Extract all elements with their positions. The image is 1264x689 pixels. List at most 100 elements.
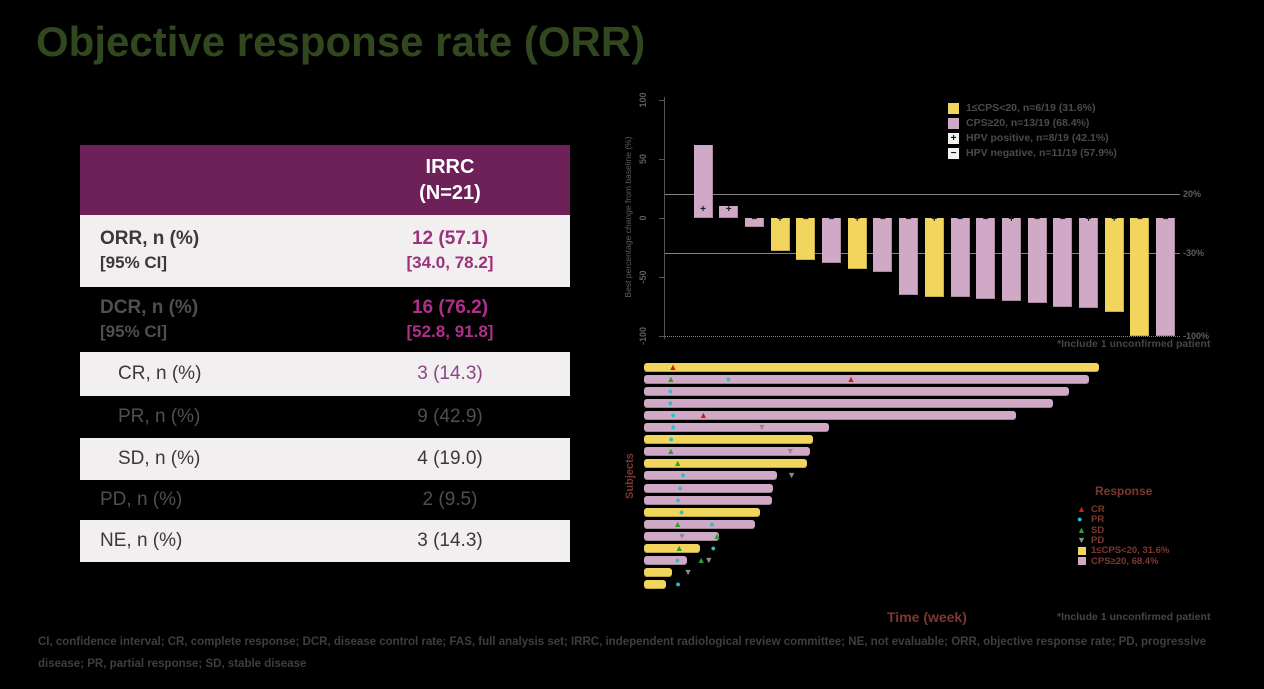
- row-label: DCR, n (%) [95% CI]: [80, 296, 330, 344]
- hpv-negative-marker: −: [1059, 214, 1066, 225]
- swimmer-bar: [644, 375, 1090, 385]
- response-marker-pd: ▼: [683, 566, 693, 577]
- waterfall-ref-line-label: -30%: [1183, 248, 1205, 259]
- waterfall-legend-item: + HPV positive, n=8/19 (42.1%): [948, 132, 1248, 147]
- table-row: CR, n (%) 3 (14.3): [80, 352, 570, 396]
- response-marker-pr: ●: [675, 494, 681, 505]
- response-marker-sd: ▲: [666, 446, 676, 457]
- table-row: ORR, n (%) [95% CI] 12 (57.1) [34.0, 78.2]: [80, 215, 570, 287]
- row-value-text: 9 (42.9): [417, 406, 483, 427]
- footer-line-2: disease; PR, partial response; SD, stabl…: [38, 658, 307, 670]
- waterfall-bar: [976, 218, 996, 300]
- response-marker-sd: ▲: [666, 374, 676, 385]
- waterfall-y-tick-label: -50: [638, 270, 648, 284]
- swimmer-legend-title: Response: [1095, 484, 1153, 498]
- waterfall-legend-item: − HPV negative, n=11/19 (57.9%): [948, 147, 1248, 162]
- swimmer-legend-label: PR: [1091, 514, 1105, 526]
- waterfall-bar: [1104, 218, 1124, 313]
- row-value: 4 (19.0): [330, 447, 570, 471]
- row-label-text: CR, n (%): [118, 363, 202, 384]
- hpv-negative-marker: −: [751, 214, 758, 225]
- swimmer-bar: [644, 435, 814, 445]
- swimmer-bar: [644, 579, 667, 589]
- table-header-irrc: IRRC (N=21): [330, 145, 570, 215]
- row-value: 12 (57.1) [34.0, 78.2]: [330, 227, 570, 275]
- row-value: 9 (42.9): [330, 405, 570, 429]
- waterfall-ref-line-label: 20%: [1183, 189, 1202, 200]
- row-label-text: PD, n (%): [100, 489, 183, 510]
- row-label-text: NE, n (%): [100, 530, 183, 551]
- response-marker-pr: ●: [725, 374, 732, 385]
- response-marker-pr: ●: [668, 434, 674, 445]
- response-marker-sd: ▲: [696, 554, 706, 565]
- waterfall-bar: [770, 218, 790, 252]
- waterfall-y-axis-label: Best percentage change from baseline (%): [623, 136, 633, 298]
- waterfall-bar: [873, 218, 893, 273]
- hpv-negative-marker: −: [1034, 214, 1041, 225]
- response-marker-pd: ▼: [677, 530, 687, 541]
- hpv-positive-marker: +: [931, 214, 938, 225]
- swimmer-legend-marker-pr: ●: [1077, 514, 1083, 525]
- legend-swatch-cps-lt20: [948, 103, 959, 114]
- hpv-positive-marker: +: [1008, 214, 1015, 225]
- waterfall-footnote: *Include 1 unconfirmed patient: [1057, 338, 1211, 350]
- waterfall-ref-line-label: -100%: [1183, 331, 1210, 341]
- row-value: 2 (9.5): [330, 488, 570, 512]
- row-label-text: ORR, n (%): [100, 228, 200, 249]
- row-subvalue-text: [34.0, 78.2]: [406, 253, 494, 272]
- hpv-negative-marker: −: [1162, 214, 1169, 225]
- swimmer-bar: [644, 471, 778, 481]
- swimmer-bar: [644, 399, 1054, 409]
- row-value: 3 (14.3): [330, 529, 570, 553]
- waterfall-bar: [1156, 218, 1176, 336]
- response-marker-pd: ▼: [704, 554, 714, 565]
- waterfall-bar: [822, 218, 841, 263]
- waterfall-bar: [899, 218, 919, 295]
- swimmer-x-axis-label: Time (week): [887, 609, 967, 625]
- row-label: ORR, n (%) [95% CI]: [80, 227, 330, 275]
- row-label: PD, n (%): [80, 488, 330, 512]
- swimmer-bar: [644, 411, 1016, 421]
- waterfall-y-tick-label: 50: [638, 154, 648, 165]
- waterfall-bar: [744, 218, 764, 228]
- swimmer-bar: [644, 447, 810, 457]
- row-sublabel-text: [95% CI]: [100, 253, 168, 272]
- response-marker-pr: ●: [667, 386, 674, 397]
- response-marker-sd: ▲: [673, 518, 683, 529]
- swimmer-bar: [644, 459, 807, 469]
- table-header-line1: IRRC: [425, 156, 475, 178]
- waterfall-ref-line: [665, 194, 1180, 196]
- row-value: 16 (76.2) [52.8, 91.8]: [330, 296, 570, 344]
- swimmer-legend-label: CR: [1091, 504, 1105, 515]
- response-marker-pd: ▼: [787, 470, 797, 481]
- waterfall-bar: [1079, 218, 1098, 308]
- response-marker-pr: ●: [667, 398, 674, 409]
- row-subvalue-text: [52.8, 91.8]: [406, 321, 494, 341]
- legend-hpv-positive-icon: +: [948, 133, 959, 144]
- waterfall-y-tick-label: 0: [638, 215, 648, 221]
- swimmer-legend-label: CPS≥20, 68.4%: [1091, 555, 1159, 567]
- response-marker-pr: ●: [710, 542, 716, 553]
- row-label: NE, n (%): [80, 529, 330, 553]
- response-marker-pr: ●: [675, 578, 681, 589]
- response-marker-sd: ▲: [674, 542, 684, 553]
- waterfall-legend-item: 1≤CPS<20, n=6/19 (31.6%): [948, 102, 1248, 117]
- swimmer-bar: [644, 531, 720, 541]
- row-value-text: 2 (9.5): [422, 489, 478, 510]
- waterfall-chart: 100 50 0 -50 -100 Best percentage change from…: [620, 88, 1264, 356]
- waterfall-y-tick-mark: [659, 100, 664, 101]
- response-marker-cr: ▲: [846, 374, 856, 385]
- swimmer-legend-swatch: [1078, 557, 1086, 565]
- response-marker-sd: ▲: [673, 458, 683, 469]
- legend-label: HPV positive, n=8/19 (42.1%): [966, 132, 1109, 144]
- swimmer-bar: [644, 555, 687, 565]
- hpv-negative-marker: −: [879, 214, 886, 225]
- waterfall-ref-line: [665, 336, 1180, 337]
- swimmer-bar: [644, 495, 772, 505]
- hpv-negative-marker: −: [802, 214, 809, 225]
- waterfall-y-tick-mark: [659, 336, 664, 337]
- hpv-negative-marker: −: [905, 214, 912, 225]
- response-marker-pr: ●: [680, 470, 686, 481]
- waterfall-y-tick-mark: [659, 218, 664, 219]
